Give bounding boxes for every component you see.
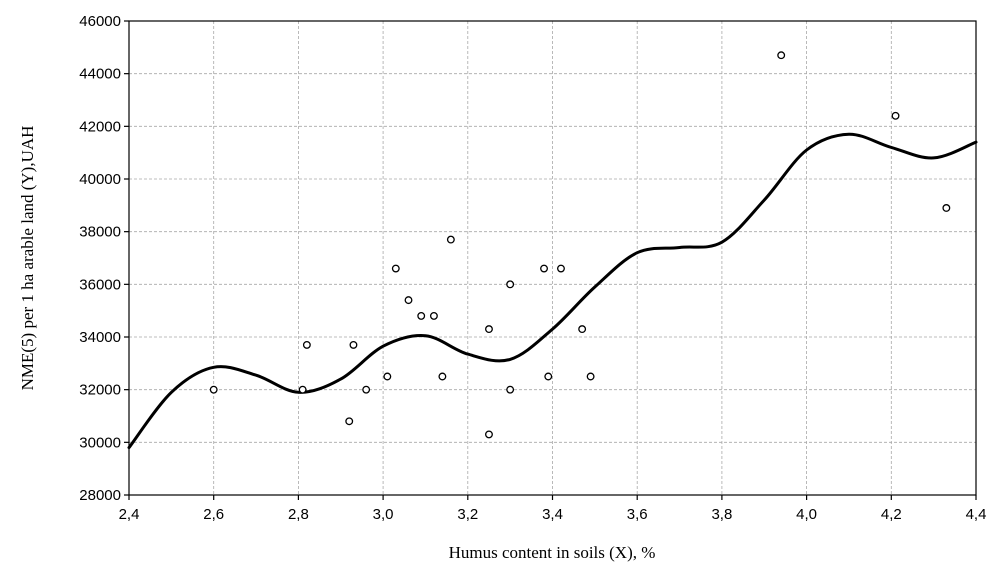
data-point <box>544 372 553 381</box>
data-point <box>362 385 371 394</box>
y-tick-label: 32000 <box>79 382 121 399</box>
data-point <box>485 430 493 439</box>
x-tick-label: 2,6 <box>203 506 224 523</box>
data-point <box>586 372 595 381</box>
x-tick-label: 3,8 <box>711 506 732 523</box>
x-tick-label: 4,4 <box>966 506 987 523</box>
y-tick-label: 42000 <box>79 118 121 135</box>
data-point <box>349 340 358 349</box>
x-tick-label: 3,2 <box>457 506 478 523</box>
x-tick-label: 4,0 <box>796 506 817 523</box>
data-point <box>540 264 548 273</box>
y-tick-label: 44000 <box>79 66 121 83</box>
y-tick-label: 34000 <box>79 329 121 346</box>
y-axis-title: NME(5) per 1 ha arable land (Y),UAH <box>18 126 37 391</box>
x-tick-label: 3,4 <box>542 506 563 523</box>
data-point <box>404 296 413 305</box>
y-tick-label: 46000 <box>79 13 121 30</box>
x-tick-label: 4,2 <box>881 506 902 523</box>
data-point <box>298 385 307 394</box>
x-tick-label: 2,8 <box>288 506 309 523</box>
data-point <box>777 51 786 60</box>
y-tick-label: 36000 <box>79 276 121 293</box>
data-point <box>485 325 493 334</box>
x-tick-label: 2,4 <box>119 506 140 523</box>
data-point <box>942 204 951 212</box>
x-tick-label: 3,6 <box>627 506 648 523</box>
data-point <box>578 325 587 334</box>
data-point <box>345 417 354 426</box>
data-point <box>438 372 447 381</box>
x-tick-label: 3,0 <box>373 506 394 523</box>
data-point <box>302 340 311 349</box>
data-point <box>383 372 392 381</box>
data-point <box>391 264 400 273</box>
data-point <box>506 280 515 289</box>
data-point <box>429 311 438 320</box>
x-axis-title: Humus content in soils (X), % <box>449 543 656 562</box>
data-point <box>506 385 515 394</box>
axis-ticks: 2,4 2,6 2,8 3,0 3,2 3,4 3,6 3,8 4,0 4,2 4,4 28000 30… <box>79 13 986 523</box>
fit-curve <box>127 132 978 450</box>
data-point <box>557 264 565 273</box>
scatter-points <box>209 51 951 439</box>
y-tick-label: 28000 <box>79 487 121 504</box>
data-point <box>446 235 455 244</box>
data-point <box>891 111 900 120</box>
y-tick-label: 30000 <box>79 434 121 451</box>
y-tick-label: 38000 <box>79 224 121 241</box>
y-tick-label: 40000 <box>79 171 121 188</box>
data-point <box>209 385 218 394</box>
grid <box>129 21 976 495</box>
data-point <box>417 311 426 320</box>
